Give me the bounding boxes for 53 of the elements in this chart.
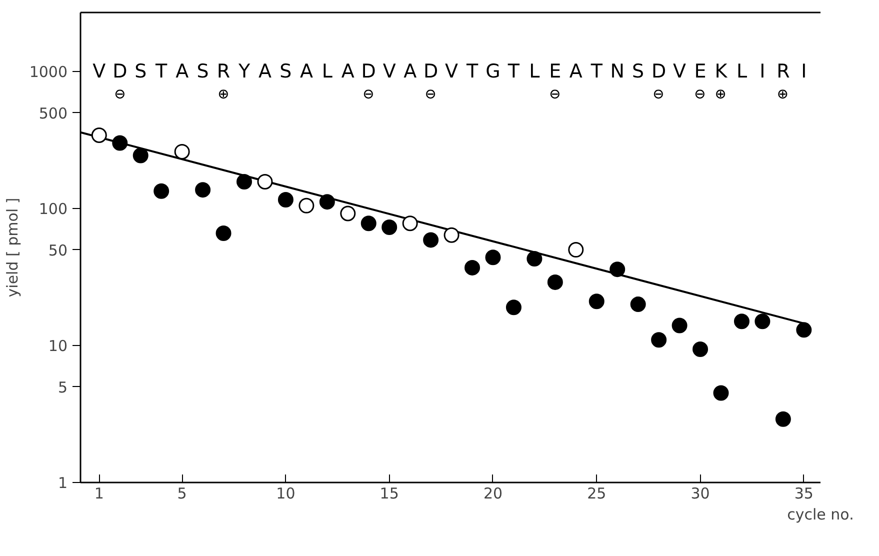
text: V D S T A S R Y A S A L A D V A D V T G T L E A T N S D V E K L I R I bbox=[92, 60, 807, 83]
point bbox=[713, 385, 729, 401]
x-tick-label: 15 bbox=[380, 484, 399, 502]
point bbox=[340, 206, 356, 222]
point bbox=[195, 182, 211, 198]
y-tick-label: 500 bbox=[38, 104, 68, 122]
x-tick-label: 30 bbox=[690, 484, 710, 502]
x-tick-label: 5 bbox=[177, 484, 187, 502]
y-tick-label: 50 bbox=[48, 241, 68, 260]
x-axis-title: cycle no. bbox=[787, 506, 854, 524]
point bbox=[610, 262, 626, 278]
y-tick-label: 5 bbox=[58, 378, 68, 396]
point bbox=[298, 198, 314, 214]
point bbox=[651, 332, 667, 348]
point bbox=[630, 296, 646, 312]
point bbox=[672, 318, 688, 334]
point bbox=[360, 216, 376, 232]
point bbox=[796, 322, 812, 338]
point bbox=[775, 411, 791, 427]
point bbox=[112, 135, 128, 151]
point bbox=[382, 220, 398, 236]
x-tick-label: 1 bbox=[94, 484, 104, 502]
point bbox=[734, 314, 750, 330]
x-tick-label: 10 bbox=[276, 484, 296, 502]
point bbox=[91, 128, 107, 143]
y-tick-label: 10 bbox=[48, 337, 68, 356]
point bbox=[754, 314, 770, 330]
y-tick-label: 1000 bbox=[29, 63, 68, 82]
point bbox=[402, 216, 418, 232]
point bbox=[506, 300, 522, 316]
point bbox=[257, 174, 273, 190]
point bbox=[526, 251, 542, 266]
point bbox=[174, 144, 190, 160]
x-tick-label: 25 bbox=[587, 484, 606, 502]
point bbox=[319, 194, 335, 210]
point bbox=[216, 226, 232, 242]
point bbox=[132, 148, 148, 164]
y-tick-label: 100 bbox=[38, 200, 68, 218]
x-tick-label: 20 bbox=[483, 484, 503, 502]
point bbox=[236, 174, 252, 190]
annotation: ⊖ ⊕ ⊖ ⊖ ⊖ ⊖ ⊖ ⊕ ⊕ bbox=[94, 84, 788, 104]
y-axis-title: yield [ pmol ] bbox=[3, 198, 22, 298]
point bbox=[485, 250, 501, 266]
point bbox=[692, 341, 708, 357]
point bbox=[278, 192, 294, 208]
point bbox=[444, 227, 460, 243]
x-tick-label: 35 bbox=[794, 484, 814, 502]
point bbox=[423, 232, 439, 248]
point bbox=[154, 183, 170, 199]
point bbox=[568, 242, 584, 258]
point bbox=[547, 274, 563, 290]
point bbox=[588, 294, 604, 310]
point bbox=[464, 260, 480, 276]
